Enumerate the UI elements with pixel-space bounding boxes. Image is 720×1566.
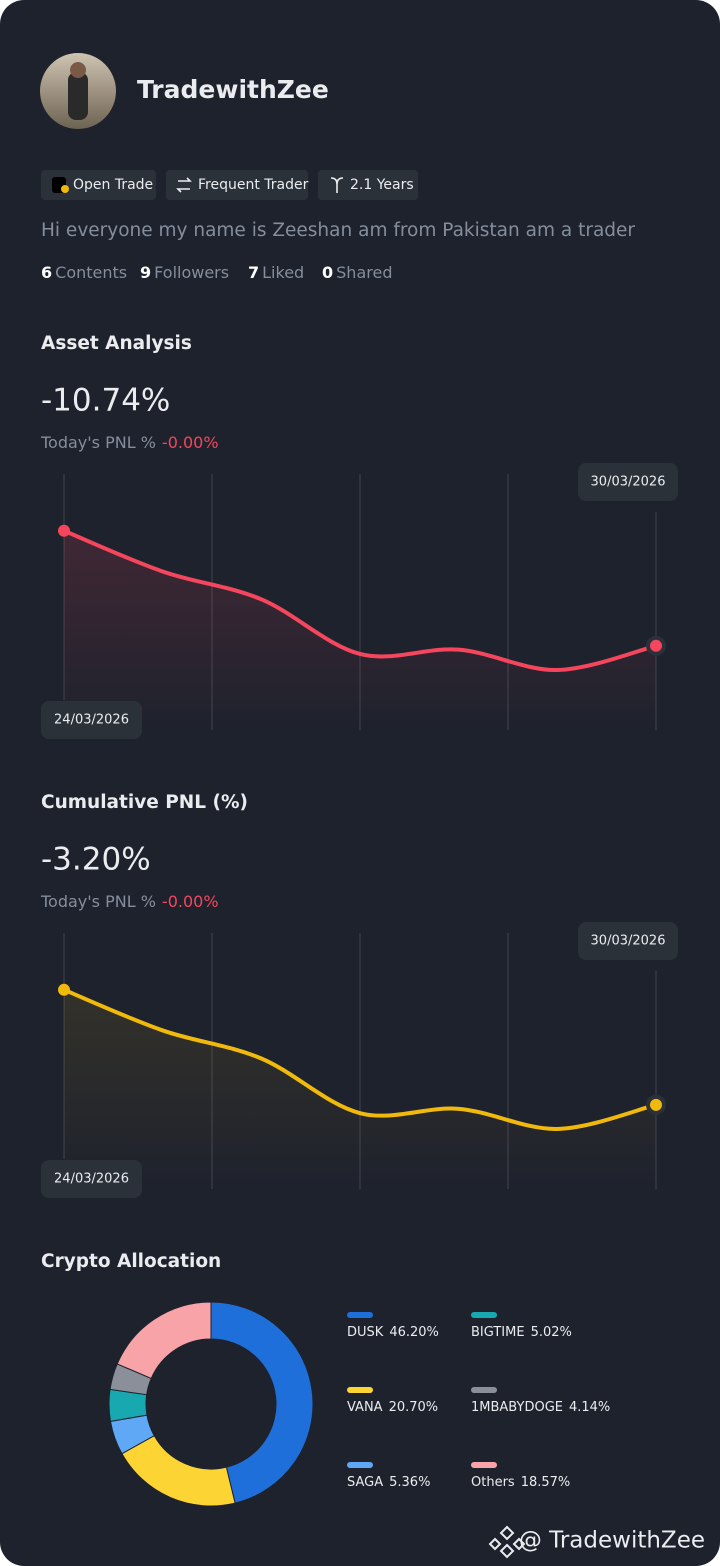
legend-label: SAGA — [347, 1475, 383, 1490]
legend-label: Others — [471, 1475, 515, 1490]
legend-swatch — [471, 1462, 497, 1468]
donut-slice — [210, 1301, 314, 1504]
headline-value: -10.74% — [41, 383, 170, 419]
start-point — [58, 524, 70, 537]
stat-count: 7 — [248, 263, 259, 282]
end-point — [650, 639, 662, 652]
pnl-label: Today's PNL % — [40, 433, 156, 452]
legend-item: Others 18.57% — [471, 1475, 570, 1490]
badge-label: 2.1 Years — [350, 177, 414, 193]
legend-value: 5.02% — [531, 1325, 572, 1340]
line-area — [64, 989, 656, 1189]
stat-count: 0 — [322, 263, 333, 282]
end-point — [650, 1098, 662, 1111]
date-label: 24/03/2026 — [54, 713, 129, 728]
badge-label: Frequent Trader — [198, 177, 309, 193]
legend-swatch — [347, 1312, 373, 1318]
badge-icon — [61, 185, 69, 193]
section-title: Cumulative PNL (%) — [41, 792, 248, 813]
stat-label: Contents — [55, 263, 127, 282]
watermark-logo — [488, 1525, 526, 1559]
stats: 6 Contents 9 Followers 7 Liked 0 Shared — [41, 263, 392, 282]
stat-count: 6 — [41, 263, 52, 282]
legend-item: VANA 20.70% — [347, 1400, 438, 1415]
badge — [166, 170, 308, 200]
badge-icon — [330, 177, 344, 193]
date-tooltip — [41, 1160, 142, 1198]
legend-item: 1MBABYDOGE 4.14% — [471, 1400, 610, 1415]
username: TradewithZee — [137, 75, 329, 104]
bio: Hi everyone my name is Zeeshan am from P… — [41, 220, 635, 241]
stat-label: Liked — [262, 263, 304, 282]
date-tooltip — [578, 922, 678, 960]
legend-item: DUSK 46.20% — [347, 1325, 439, 1340]
pnl-row: Today's PNL % -0.00% — [40, 892, 219, 911]
date-tooltip — [41, 701, 142, 739]
legend-swatch — [471, 1312, 497, 1318]
section-title: Crypto Allocation — [41, 1251, 221, 1272]
start-point — [58, 983, 70, 996]
date-label: 30/03/2026 — [591, 934, 666, 949]
stat: 0 Shared — [322, 263, 392, 282]
legend-swatch — [347, 1387, 373, 1393]
legend-item: SAGA 5.36% — [347, 1475, 430, 1490]
badge-icon — [176, 177, 192, 193]
badges: Open Trade Frequent Trader 2.1 Years — [41, 170, 418, 200]
stat: 7 Liked — [248, 263, 304, 282]
legend-value: 4.14% — [569, 1400, 610, 1415]
line-area — [64, 530, 656, 730]
legend-label: DUSK — [347, 1325, 384, 1340]
pnl-value: -0.00% — [162, 433, 219, 452]
line — [62, 987, 658, 1131]
date-label: 30/03/2026 — [591, 475, 666, 490]
legend-value: 5.36% — [389, 1475, 430, 1490]
headline-value: -3.20% — [41, 842, 151, 878]
legend-label: BIGTIME — [471, 1325, 525, 1340]
date-tooltip — [578, 463, 678, 501]
line — [62, 528, 658, 673]
pnl-value: -0.00% — [162, 892, 219, 911]
legend-value: 20.70% — [389, 1400, 439, 1415]
legend-value: 46.20% — [389, 1325, 439, 1340]
stat: 6 Contents — [41, 263, 127, 282]
stat-label: Shared — [336, 263, 392, 282]
badge — [41, 170, 156, 200]
legend-value: 18.57% — [521, 1475, 571, 1490]
watermark: @ TradewithZee — [519, 1528, 705, 1554]
stat: 9 Followers — [140, 263, 229, 282]
stat-label: Followers — [154, 263, 229, 282]
legend-item: BIGTIME 5.02% — [471, 1325, 572, 1340]
badge-label: Open Trade — [73, 177, 153, 193]
section-title: Asset Analysis — [41, 333, 192, 354]
legend-label: 1MBABYDOGE — [471, 1400, 563, 1415]
date-label: 24/03/2026 — [54, 1172, 129, 1187]
avatar-head — [70, 62, 86, 78]
pnl-label: Today's PNL % — [40, 892, 156, 911]
stat-count: 9 — [140, 263, 151, 282]
legend-swatch — [471, 1387, 497, 1393]
donut-slice — [116, 1301, 212, 1380]
legend-label: VANA — [347, 1400, 383, 1415]
legend-swatch — [347, 1462, 373, 1468]
avatar-figure — [68, 72, 88, 120]
pnl-row: Today's PNL % -0.00% — [40, 433, 219, 452]
